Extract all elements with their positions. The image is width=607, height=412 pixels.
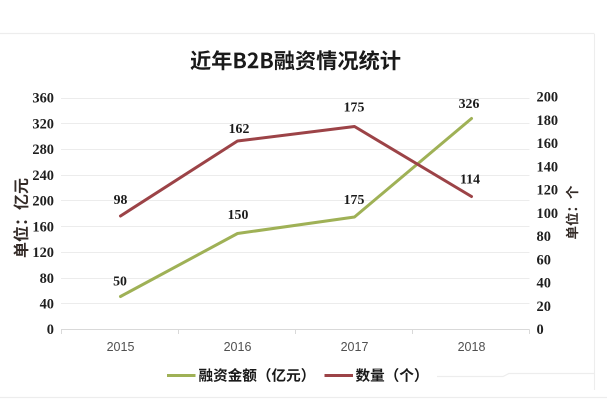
svg-text:360: 360 — [32, 91, 54, 107]
svg-text:2018: 2018 — [458, 340, 486, 354]
svg-text:180: 180 — [537, 113, 559, 129]
svg-text:98: 98 — [114, 192, 128, 207]
svg-text:40: 40 — [40, 296, 54, 312]
svg-text:162: 162 — [229, 121, 250, 136]
svg-text:0: 0 — [47, 322, 54, 338]
svg-text:240: 240 — [32, 168, 54, 184]
svg-text:160: 160 — [537, 136, 559, 152]
svg-text:2015: 2015 — [107, 340, 135, 354]
svg-text:140: 140 — [537, 159, 559, 175]
svg-text:2016: 2016 — [224, 340, 252, 354]
svg-text:40: 40 — [537, 276, 551, 292]
svg-text:120: 120 — [32, 245, 54, 261]
svg-text:20: 20 — [537, 299, 551, 315]
svg-text:200: 200 — [537, 90, 559, 106]
svg-text:0: 0 — [537, 322, 544, 338]
svg-text:2017: 2017 — [341, 340, 369, 354]
svg-text:326: 326 — [459, 96, 480, 111]
svg-text:175: 175 — [344, 100, 365, 115]
svg-text:120: 120 — [537, 183, 559, 199]
svg-text:160: 160 — [32, 219, 54, 235]
svg-text:100: 100 — [537, 206, 559, 222]
svg-text:60: 60 — [537, 252, 551, 268]
svg-text:175: 175 — [344, 192, 365, 207]
svg-text:50: 50 — [113, 273, 127, 288]
svg-text:150: 150 — [228, 207, 249, 222]
svg-text:320: 320 — [32, 116, 54, 132]
svg-text:80: 80 — [40, 271, 54, 287]
svg-text:200: 200 — [32, 194, 54, 210]
svg-text:80: 80 — [537, 229, 551, 245]
svg-text:114: 114 — [460, 172, 480, 187]
svg-text:280: 280 — [32, 142, 54, 158]
